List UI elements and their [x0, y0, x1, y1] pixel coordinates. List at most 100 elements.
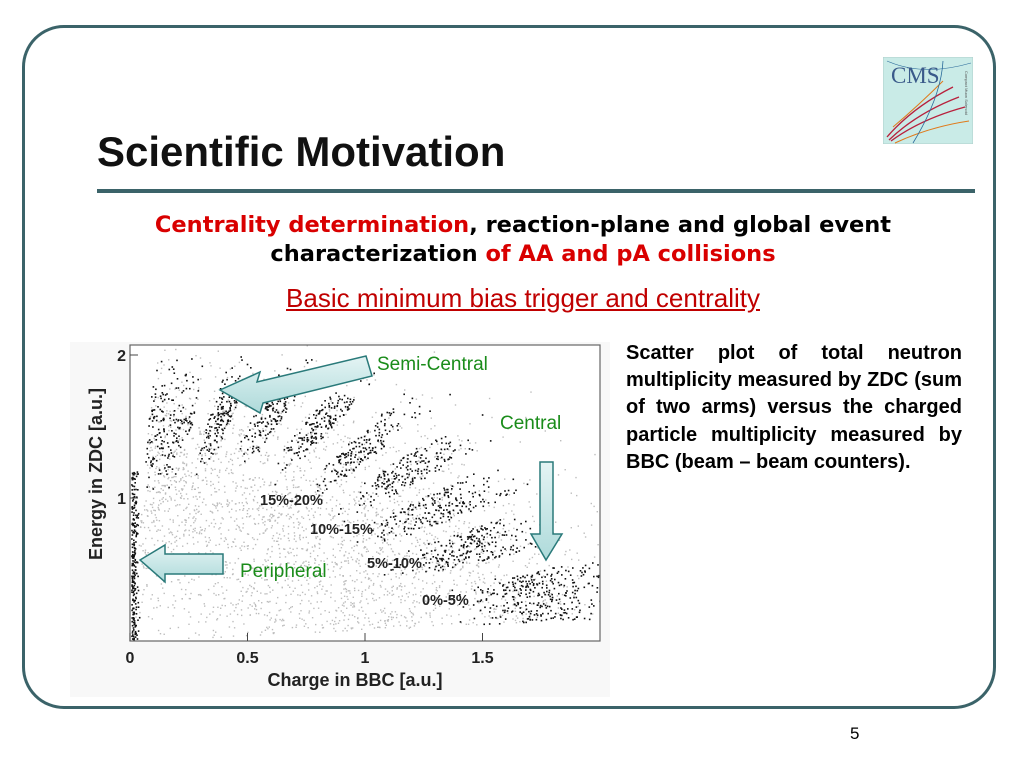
scatter-point [261, 631, 263, 633]
scatter-point [429, 614, 431, 616]
scatter-point [226, 400, 228, 403]
scatter-point [276, 480, 279, 482]
scatter-point [389, 483, 391, 486]
scatter-point [392, 411, 395, 414]
scatter-point [240, 356, 242, 358]
scatter-point [401, 595, 403, 597]
scatter-point [482, 550, 485, 552]
scatter-point [378, 626, 380, 628]
scatter-point [204, 536, 207, 538]
scatter-point [493, 608, 495, 611]
scatter-point [337, 543, 340, 545]
scatter-point [436, 560, 439, 562]
scatter-point [266, 565, 268, 567]
scatter-point [189, 371, 191, 374]
scatter-point [487, 601, 490, 604]
scatter-point [239, 509, 241, 511]
scatter-point [300, 565, 302, 567]
scatter-point [425, 612, 428, 615]
scatter-point [197, 390, 200, 392]
scatter-point [294, 535, 296, 537]
scatter-point [545, 607, 548, 609]
scatter-point [147, 515, 149, 517]
scatter-point [268, 626, 270, 628]
scatter-point [313, 423, 315, 425]
scatter-point [412, 508, 414, 511]
scatter-point [440, 465, 442, 468]
scatter-point [377, 513, 379, 516]
scatter-point [193, 411, 196, 413]
scatter-point [353, 521, 355, 523]
scatter-point [375, 487, 378, 490]
scatter-point [267, 493, 270, 495]
scatter-point [199, 430, 201, 433]
scatter-point [448, 502, 451, 504]
scatter-point [146, 453, 149, 455]
scatter-point [391, 472, 393, 474]
scatter-point [332, 443, 334, 445]
scatter-point [175, 448, 178, 451]
scatter-point [402, 489, 404, 492]
scatter-point [445, 442, 448, 445]
scatter-point [295, 439, 298, 442]
scatter-point [522, 620, 524, 623]
scatter-point [442, 558, 444, 560]
scatter-point [340, 458, 342, 460]
scatter-point [274, 519, 277, 522]
scatter-point [201, 479, 204, 482]
scatter-point [324, 406, 326, 409]
scatter-point [561, 574, 563, 576]
scatter-point [163, 464, 165, 467]
scatter-point [298, 524, 300, 526]
scatter-point [353, 549, 355, 552]
scatter-point [520, 592, 522, 594]
scatter-point [341, 470, 343, 472]
scatter-point [383, 574, 386, 576]
scatter-point [275, 602, 278, 604]
scatter-point [412, 552, 414, 555]
scatter-point [417, 468, 420, 470]
scatter-point [421, 394, 424, 396]
scatter-point [167, 457, 169, 459]
scatter-point [142, 565, 145, 567]
scatter-point [174, 473, 177, 475]
scatter-point [316, 592, 319, 595]
scatter-point [395, 616, 398, 619]
scatter-point [251, 537, 254, 539]
scatter-point [449, 521, 451, 523]
scatter-point [345, 481, 348, 483]
scatter-point [429, 523, 431, 526]
scatter-point [166, 473, 168, 476]
scatter-point [347, 462, 349, 464]
scatter-point [169, 627, 171, 630]
scatter-point [247, 607, 249, 609]
scatter-point [375, 523, 378, 525]
scatter-point [475, 537, 478, 540]
scatter-point [212, 483, 214, 485]
x-axis-label: Charge in BBC [a.u.] [267, 670, 442, 690]
scatter-point [383, 540, 386, 542]
scatter-point [368, 577, 370, 579]
scatter-point [243, 545, 246, 548]
scatter-point [131, 564, 133, 567]
scatter-point [263, 378, 265, 381]
scatter-point [216, 474, 219, 477]
scatter-point [170, 426, 172, 428]
scatter-point [224, 491, 226, 493]
scatter-point [132, 575, 134, 578]
scatter-point [265, 560, 267, 563]
scatter-point [200, 613, 202, 615]
scatter-point [516, 547, 518, 549]
scatter-point [435, 439, 437, 442]
scatter-point [419, 507, 422, 510]
scatter-point [254, 608, 256, 610]
scatter-point [400, 601, 402, 604]
scatter-point [551, 573, 553, 576]
scatter-point [146, 584, 148, 586]
scatter-point [287, 441, 289, 443]
scatter-point [584, 604, 586, 606]
scatter-point [232, 568, 234, 571]
scatter-point [179, 455, 181, 457]
scatter-point [194, 530, 196, 532]
scatter-point [331, 619, 334, 622]
